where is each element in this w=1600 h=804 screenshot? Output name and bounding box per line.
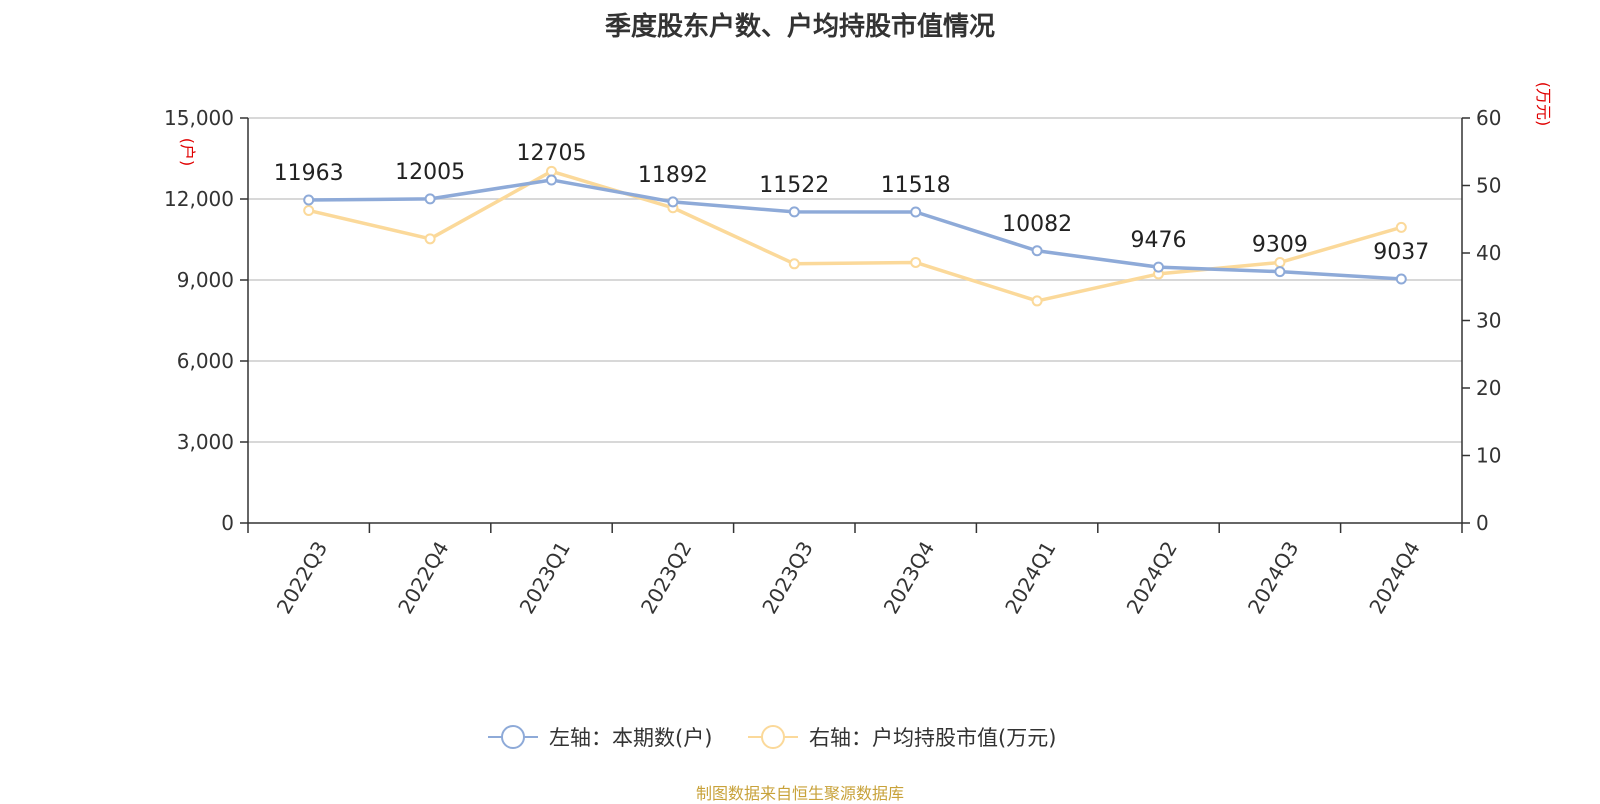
right-tick-label: 0 [1476,511,1489,535]
right-series-point[interactable] [1031,295,1043,307]
data-labels: 11963 12005 12705 11892 11522 11518 10082 9476 9… [274,141,1430,265]
left-tick-label: 6,000 [177,349,234,373]
data-label: 12705 [517,141,587,166]
right-tick-label: 40 [1476,241,1501,265]
left-tick-label: 9,000 [177,268,234,292]
left-axis-ticks: 0 3,000 6,000 9,000 12,000 15,000 [164,106,248,535]
x-tick-label: 2022Q4 [393,537,453,618]
series-layer [303,165,1407,307]
left-series-point[interactable] [424,193,436,205]
left-series-point[interactable] [667,196,679,208]
x-tick-label: 2024Q4 [1364,537,1424,618]
legend: 左轴：本期数(户) 右轴：户均持股市值(万元) [488,725,1056,750]
left-series-point[interactable] [546,174,557,186]
right-series-point[interactable] [910,256,922,268]
legend-item-left-series[interactable]: 左轴：本期数(户) [488,725,712,750]
x-tick-label: 2024Q1 [1000,537,1060,618]
right-axis-unit: (万元) [1534,82,1553,127]
left-axis-unit: (户) [178,138,197,167]
x-tick-label: 2024Q2 [1122,537,1182,618]
data-label: 11963 [274,161,344,186]
x-tick-label: 2023Q3 [757,537,817,618]
legend-right-series-marker [761,725,785,749]
chart-title: 季度股东户数、户均持股市值情况 [604,12,995,42]
right-series-point[interactable] [788,258,800,270]
right-tick-label: 50 [1476,174,1501,198]
x-tick-label: 2023Q1 [515,537,575,618]
right-tick-label: 60 [1476,106,1501,130]
data-label: 9476 [1131,228,1187,253]
data-label: 11518 [881,173,951,198]
left-tick-label: 12,000 [164,187,234,211]
left-tick-label: 3,000 [177,430,234,454]
right-tick-label: 30 [1476,309,1501,333]
left-series-point[interactable] [1395,273,1407,285]
data-source-note: 制图数据来自恒生聚源数据库 [695,784,904,803]
left-series-point[interactable] [788,206,800,218]
left-series-point[interactable] [910,206,922,218]
right-series-point[interactable] [1395,221,1407,233]
right-tick-label: 10 [1476,444,1501,468]
right-series-point[interactable] [1274,256,1286,268]
left-tick-label: 15,000 [164,106,234,130]
x-axis-ticks: 2022Q3 2022Q4 2023Q1 2023Q2 2023Q3 2023Q4 2024… [247,523,1463,618]
left-tick-label: 0 [221,511,234,535]
data-label: 11892 [638,163,708,188]
x-tick-label: 2024Q3 [1243,537,1303,618]
right-series-point[interactable] [424,233,436,245]
data-label: 11522 [759,173,829,198]
right-series-point[interactable] [303,204,315,216]
data-label: 9037 [1373,240,1429,265]
right-tick-label: 20 [1476,376,1501,400]
legend-item-right-series[interactable]: 右轴：户均持股市值(万元) [748,725,1056,750]
legend-left-series-marker [501,725,525,749]
x-tick-label: 2022Q3 [272,537,332,618]
legend-right-series-label: 右轴：户均持股市值(万元) [809,726,1056,750]
data-label: 12005 [395,160,465,185]
left-series-point[interactable] [1031,245,1043,257]
left-series-point[interactable] [303,194,315,206]
left-series-line [308,178,1402,281]
left-series-point[interactable] [1153,261,1164,273]
x-tick-label: 2023Q2 [636,537,696,618]
data-label: 10082 [1002,212,1072,237]
x-tick-label: 2023Q4 [879,537,939,618]
left-series-point[interactable] [1274,266,1286,278]
right-axis-ticks: 0 10 20 30 40 50 60 [1462,106,1501,535]
dual-axis-line-chart: 0 3,000 6,000 9,000 12,000 15,000 0 10 20 30 40 50… [164,82,1553,750]
grid-lines [248,117,1462,443]
data-label: 9309 [1252,233,1308,258]
legend-left-series-label: 左轴：本期数(户) [549,726,712,750]
